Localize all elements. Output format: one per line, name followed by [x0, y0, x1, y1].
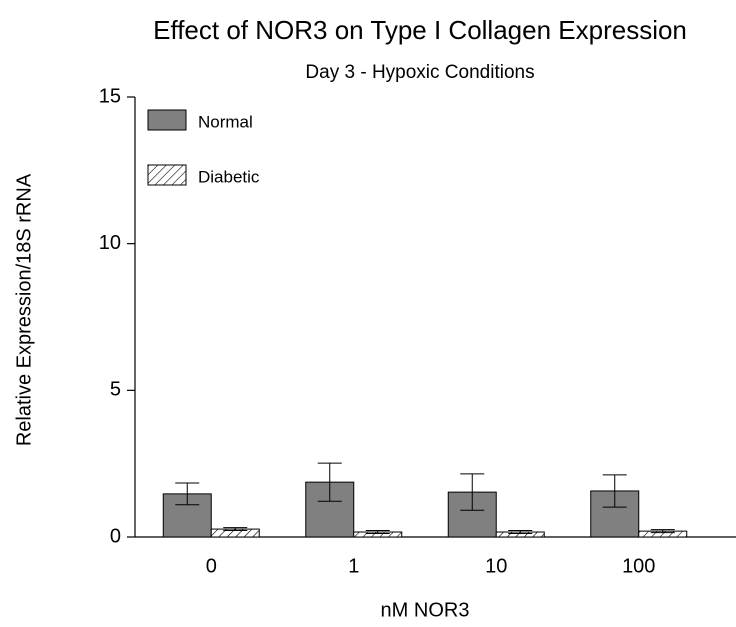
y-tick-label: 0 — [110, 525, 121, 547]
legend-swatch — [147, 109, 187, 131]
x-axis-label: nM NOR3 — [381, 599, 470, 621]
legend-swatch — [147, 164, 187, 186]
x-tick-label: 1 — [348, 555, 359, 577]
x-tick-label: 10 — [485, 555, 507, 577]
x-tick-label: 100 — [622, 555, 655, 577]
y-tick-label: 15 — [99, 85, 121, 107]
legend-label: Diabetic — [198, 167, 260, 186]
x-tick-label: 0 — [206, 555, 217, 577]
chart-subtitle: Day 3 - Hypoxic Conditions — [305, 62, 534, 83]
y-tick-label: 10 — [99, 232, 121, 254]
y-tick-label: 5 — [110, 379, 121, 401]
legend-label: Normal — [198, 112, 253, 131]
chart-title: Effect of NOR3 on Type I Collagen Expres… — [153, 15, 687, 45]
y-axis-label: Relative Expression/18S rRNA — [13, 173, 35, 446]
